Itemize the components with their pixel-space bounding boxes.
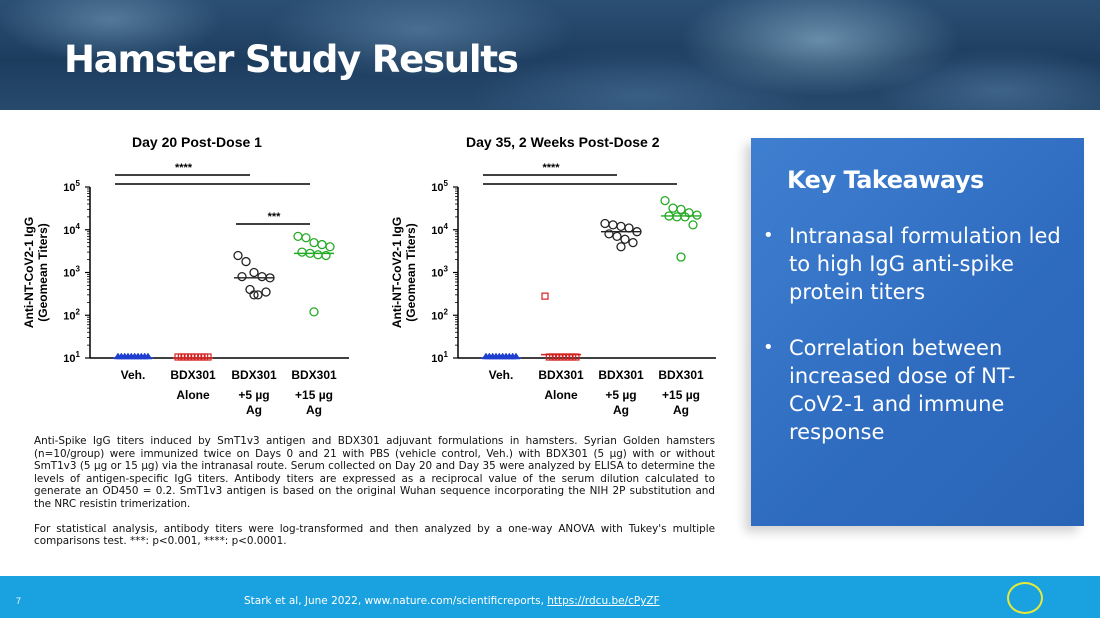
- y-tick-label: 104: [431, 222, 448, 237]
- page-title: Hamster Study Results: [64, 38, 519, 81]
- data-point: [317, 239, 327, 250]
- y-tick-label: 103: [431, 265, 448, 280]
- takeaway-item: • Correlation between increased dose of …: [763, 334, 1063, 446]
- caption-paragraph-1: Anti-Spike IgG titers induced by SmT1v3 …: [34, 435, 715, 510]
- data-point: [541, 292, 549, 300]
- data-point: [241, 256, 251, 267]
- data-point: [313, 250, 323, 260]
- y-axis-label: (Geomean Titers): [36, 223, 50, 321]
- data-point: [297, 247, 307, 257]
- data-point: [676, 252, 686, 262]
- citation-text: Stark et al, June 2022, www.nature.com/s…: [244, 595, 548, 607]
- chart-title-day20: Day 20 Post-Dose 1: [132, 134, 262, 150]
- key-takeaways-panel: Key Takeaways • Intranasal formulation l…: [751, 138, 1084, 526]
- data-point: [253, 290, 263, 300]
- bullet-icon: •: [763, 225, 774, 246]
- data-point: [293, 231, 303, 242]
- x-tick-label: BDX301: [658, 368, 704, 382]
- y-tick-label: 102: [63, 307, 80, 322]
- data-point: [668, 203, 678, 213]
- y-tick-label: 101: [63, 350, 80, 365]
- data-point: [692, 210, 702, 220]
- x-tick-label: +5 µg: [238, 388, 269, 402]
- y-axis-label: Anti-NT-CoV2-1 IgG: [390, 217, 404, 328]
- y-tick-label: 103: [63, 265, 80, 280]
- data-point: [660, 195, 670, 206]
- significance-label: ****: [542, 162, 560, 174]
- y-tick-label: 104: [63, 222, 80, 237]
- data-point: [249, 267, 259, 278]
- data-point: [600, 218, 610, 229]
- x-tick-label: +15 µg: [662, 388, 700, 402]
- data-point: [249, 290, 259, 300]
- data-point: [257, 271, 267, 282]
- data-point: [624, 223, 634, 233]
- y-axis-label: Anti-NT-CoV2-1 IgG: [22, 217, 36, 328]
- y-tick-label: 102: [431, 307, 448, 322]
- x-tick-label: Ag: [306, 403, 322, 417]
- data-point: [628, 237, 638, 248]
- y-tick-label: 105: [431, 179, 448, 194]
- citation-link[interactable]: https://rdcu.be/cPyZF: [547, 595, 660, 607]
- data-point: [321, 250, 331, 261]
- data-point: [604, 229, 614, 239]
- x-tick-label: Veh.: [121, 368, 146, 382]
- citation: Stark et al, June 2022, www.nature.com/s…: [244, 595, 660, 607]
- page-number: 7: [16, 596, 22, 606]
- footer-bar: [0, 576, 1100, 618]
- takeaway-text: Correlation between increased dose of NT…: [789, 336, 1016, 444]
- header-banner: [0, 0, 1100, 110]
- data-point: [616, 221, 626, 232]
- data-point: [301, 233, 311, 243]
- data-point: [608, 220, 618, 230]
- takeaway-text: Intranasal formulation led to high IgG a…: [789, 224, 1061, 304]
- chart-title-day35: Day 35, 2 Weeks Post-Dose 2: [466, 134, 660, 150]
- data-point: [676, 204, 686, 215]
- y-axis-label: (Geomean Titers): [404, 223, 418, 321]
- caption-paragraph-2: For statistical analysis, antibody titer…: [34, 522, 715, 548]
- data-point: [237, 271, 247, 282]
- figure-caption: Anti-Spike IgG titers induced by SmT1v3 …: [34, 435, 715, 560]
- data-point: [688, 220, 698, 230]
- takeaways-title: Key Takeaways: [787, 166, 984, 194]
- data-point: [616, 242, 626, 252]
- x-tick-label: Veh.: [489, 368, 514, 382]
- x-tick-label: Alone: [544, 388, 578, 402]
- x-tick-label: Ag: [246, 403, 262, 417]
- y-tick-label: 105: [63, 179, 80, 194]
- data-point: [204, 353, 212, 361]
- x-tick-label: BDX301: [598, 368, 644, 382]
- data-point: [309, 307, 319, 317]
- significance-label: ****: [175, 162, 193, 174]
- data-point: [612, 231, 622, 242]
- bullet-icon: •: [763, 337, 774, 358]
- x-tick-label: Ag: [673, 403, 689, 417]
- circle-icon: [1007, 582, 1043, 614]
- data-point: [261, 287, 271, 297]
- significance-label: ***: [268, 211, 282, 223]
- x-tick-label: BDX301: [291, 368, 337, 382]
- data-point: [233, 250, 243, 261]
- y-tick-label: 101: [431, 350, 448, 365]
- data-point: [680, 212, 690, 222]
- data-point: [309, 237, 319, 248]
- data-point: [620, 234, 630, 244]
- data-point: [245, 284, 255, 295]
- data-point: [672, 212, 682, 222]
- x-tick-label: Ag: [613, 403, 629, 417]
- x-tick-label: +5 µg: [605, 388, 636, 402]
- data-point: [325, 242, 335, 252]
- takeaway-item: • Intranasal formulation led to high IgG…: [763, 222, 1063, 306]
- x-tick-label: BDX301: [170, 368, 216, 382]
- x-tick-label: BDX301: [231, 368, 277, 382]
- x-tick-label: +15 µg: [295, 388, 333, 402]
- x-tick-label: BDX301: [538, 368, 584, 382]
- x-tick-label: Alone: [176, 388, 210, 402]
